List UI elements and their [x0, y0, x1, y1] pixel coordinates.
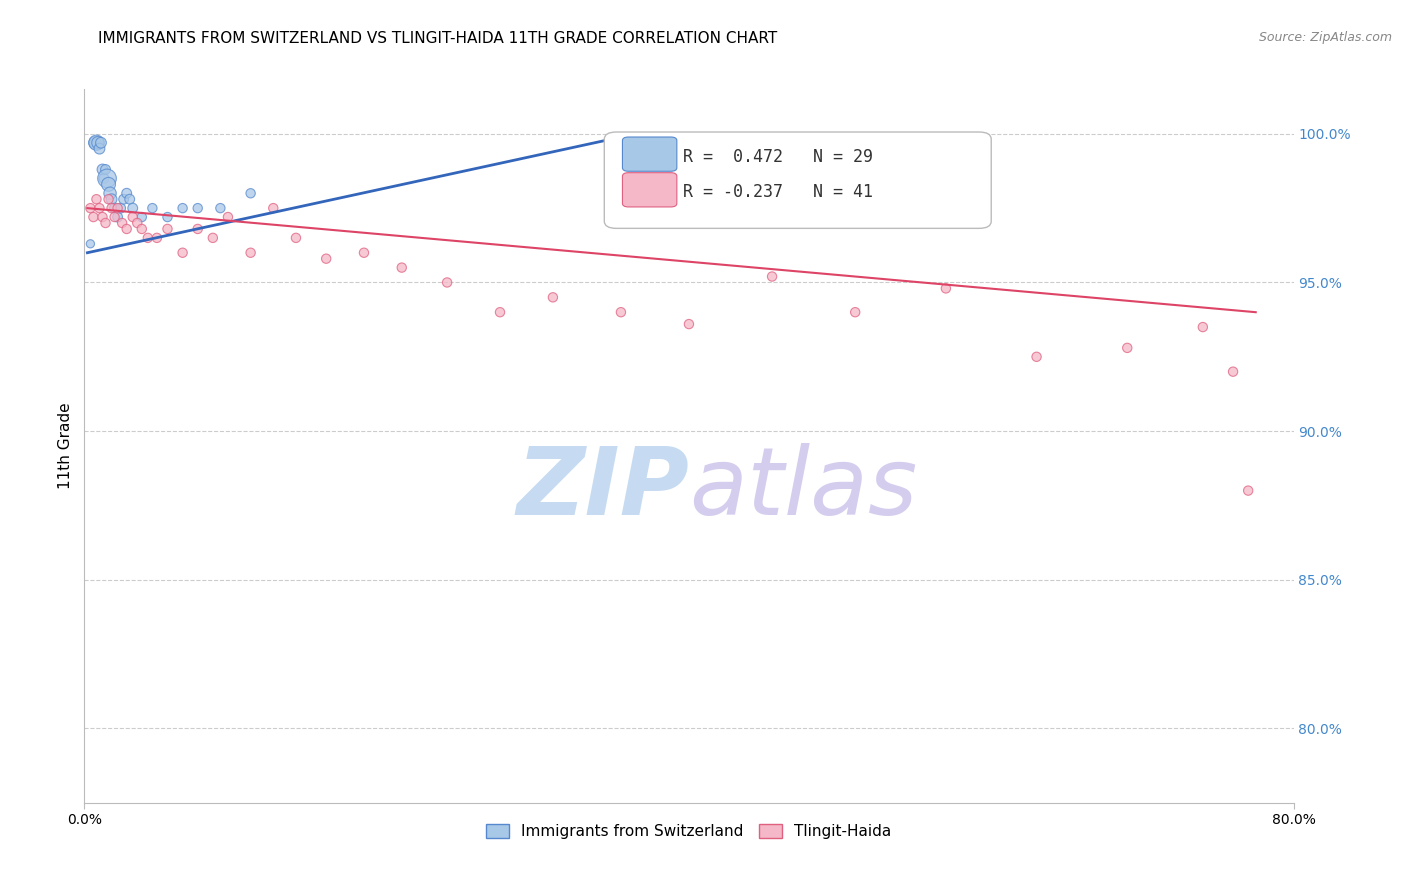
- Text: R =  0.472   N = 29: R = 0.472 N = 29: [683, 148, 873, 166]
- Point: [239, 245, 262, 260]
- Point: [112, 192, 135, 206]
- Point: [82, 210, 104, 224]
- Point: [104, 201, 127, 215]
- Point: [97, 192, 120, 206]
- Point: [156, 222, 179, 236]
- Point: [107, 201, 129, 215]
- Point: [97, 178, 120, 192]
- Point: [935, 281, 957, 295]
- FancyBboxPatch shape: [623, 137, 676, 171]
- Point: [90, 136, 112, 150]
- Point: [541, 290, 564, 304]
- Point: [239, 186, 262, 201]
- Point: [761, 269, 783, 284]
- Text: atlas: atlas: [689, 443, 917, 534]
- Point: [136, 231, 159, 245]
- FancyBboxPatch shape: [605, 132, 991, 228]
- Text: R = -0.237   N = 41: R = -0.237 N = 41: [683, 184, 873, 202]
- Point: [96, 171, 118, 186]
- Point: [315, 252, 337, 266]
- Point: [82, 136, 104, 150]
- Y-axis label: 11th Grade: 11th Grade: [58, 402, 73, 490]
- Text: ZIP: ZIP: [516, 442, 689, 535]
- Point: [285, 231, 308, 245]
- Point: [84, 136, 107, 150]
- Point: [110, 201, 132, 215]
- Point: [217, 210, 239, 224]
- Point: [172, 201, 194, 215]
- Point: [89, 201, 111, 215]
- Point: [187, 201, 209, 215]
- Point: [131, 222, 153, 236]
- Point: [209, 201, 232, 215]
- Point: [1222, 365, 1244, 379]
- Point: [391, 260, 413, 275]
- Point: [115, 186, 138, 201]
- Point: [121, 201, 143, 215]
- Point: [91, 210, 114, 224]
- Point: [86, 192, 108, 206]
- Point: [104, 210, 127, 224]
- Text: Source: ZipAtlas.com: Source: ZipAtlas.com: [1258, 31, 1392, 45]
- Point: [844, 305, 866, 319]
- Point: [156, 210, 179, 224]
- Point: [115, 222, 138, 236]
- Point: [79, 236, 101, 251]
- Point: [100, 201, 122, 215]
- Point: [436, 276, 458, 290]
- Point: [617, 133, 640, 147]
- Point: [1192, 320, 1215, 334]
- Point: [1116, 341, 1139, 355]
- Point: [94, 216, 117, 230]
- Point: [93, 171, 115, 186]
- Point: [94, 162, 117, 177]
- Point: [262, 201, 284, 215]
- Point: [91, 162, 114, 177]
- Point: [610, 305, 633, 319]
- Point: [353, 245, 375, 260]
- Point: [201, 231, 224, 245]
- Point: [79, 201, 101, 215]
- Point: [678, 317, 700, 331]
- Point: [118, 192, 141, 206]
- Point: [87, 136, 110, 150]
- Point: [1237, 483, 1260, 498]
- Point: [141, 201, 163, 215]
- Point: [86, 136, 108, 150]
- FancyBboxPatch shape: [623, 173, 676, 207]
- Point: [127, 216, 149, 230]
- Text: IMMIGRANTS FROM SWITZERLAND VS TLINGIT-HAIDA 11TH GRADE CORRELATION CHART: IMMIGRANTS FROM SWITZERLAND VS TLINGIT-H…: [98, 31, 778, 46]
- Point: [1025, 350, 1047, 364]
- Point: [107, 210, 129, 224]
- Legend: Immigrants from Switzerland, Tlingit-Haida: Immigrants from Switzerland, Tlingit-Hai…: [481, 818, 897, 845]
- Point: [89, 142, 111, 156]
- Point: [111, 216, 134, 230]
- Point: [131, 210, 153, 224]
- Point: [98, 186, 121, 201]
- Point: [187, 222, 209, 236]
- Point: [172, 245, 194, 260]
- Point: [146, 231, 169, 245]
- Point: [489, 305, 512, 319]
- Point: [100, 192, 122, 206]
- Point: [121, 210, 143, 224]
